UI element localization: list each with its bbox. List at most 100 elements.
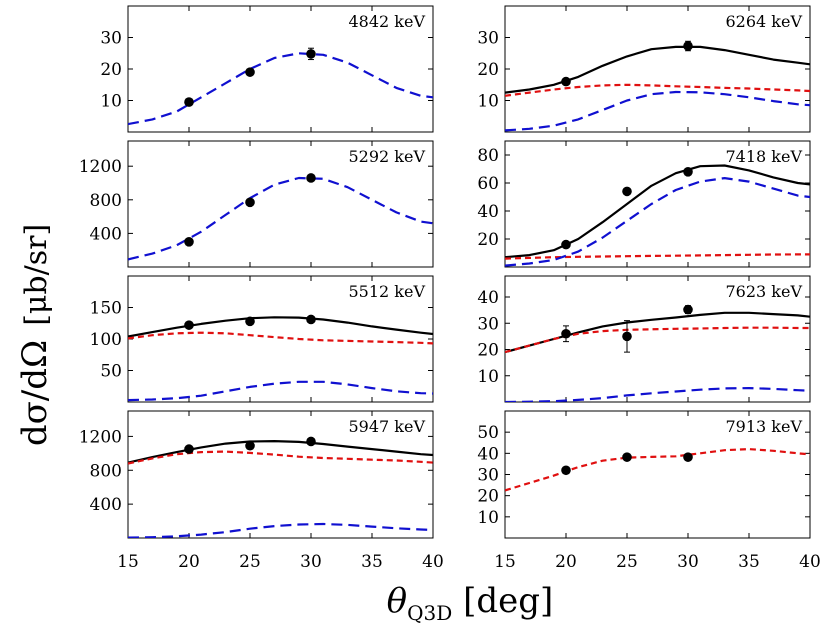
y-tick-label: 10 [100, 92, 122, 112]
series-line-blue [505, 177, 810, 267]
y-tick-label: 800 [90, 191, 122, 211]
y-tick-label: 20 [477, 487, 499, 507]
x-tick-label: 30 [677, 552, 699, 572]
x-tick-label: 40 [422, 552, 444, 572]
curves [505, 45, 810, 132]
y-tick-label: 50 [100, 362, 122, 382]
series-line-red [505, 448, 810, 492]
x-tick-label: 35 [361, 552, 383, 572]
panel-frame [127, 410, 434, 539]
series-line-red [505, 253, 810, 260]
curves [128, 176, 433, 261]
x-tick-labels-left: 15 20 25 30 35 40 [117, 552, 444, 572]
y-tick-label: 50 [477, 423, 499, 443]
data-point [306, 436, 316, 447]
curves [128, 316, 433, 402]
panel-energy-label: 5292 keV [348, 147, 425, 166]
curves [128, 440, 433, 538]
data-point [683, 41, 693, 51]
series-line-blue [128, 522, 433, 538]
panel-5947-kev: 400 800 1200 5947 keV [79, 410, 434, 539]
series-line-black [505, 311, 810, 354]
panel-7623-kev: 10 20 30 40 7623 keV [477, 275, 811, 403]
x-tick-label: 20 [555, 552, 577, 572]
data-point [683, 167, 693, 177]
data-point [245, 440, 255, 451]
series-line-black [128, 440, 433, 464]
x-tick-labels-right: 15 20 25 30 35 40 [494, 552, 821, 572]
y-tick-label: 150 [90, 299, 122, 319]
x-tick-label: 15 [494, 552, 516, 572]
panel-energy-label: 4842 keV [348, 12, 425, 31]
data-point [245, 316, 255, 327]
data-point [306, 173, 316, 183]
data-point [683, 452, 693, 462]
series-line-red [505, 83, 810, 97]
y-tick-label: 20 [477, 341, 499, 361]
y-tick-label: 30 [477, 466, 499, 486]
y-tick-label: 10 [477, 367, 499, 387]
curves [505, 448, 810, 492]
y-tick-label: 60 [477, 174, 499, 194]
data-point [245, 67, 255, 77]
y-tick-label: 800 [90, 461, 122, 481]
x-tick-label: 30 [300, 552, 322, 572]
y-tick-label: 40 [477, 288, 499, 308]
series-line-red [128, 450, 433, 465]
data-point [561, 239, 571, 250]
curves [128, 52, 433, 126]
y-tick-label: 80 [477, 146, 499, 166]
series-line-red [505, 326, 810, 354]
x-tick-label: 35 [738, 552, 760, 572]
y-tick-label: 400 [90, 224, 122, 244]
x-tick-label: 25 [239, 552, 261, 572]
series-line-black [505, 164, 810, 259]
series-line-blue [128, 52, 433, 126]
y-axis-label: dσ/dΩ[μb/sr] [15, 224, 55, 446]
panel-7418-kev: 20 40 60 80 7418 keV [477, 140, 811, 268]
panel-energy-label: 7418 keV [725, 147, 802, 166]
y-tick-label: 100 [90, 330, 122, 350]
panel-energy-label: 6264 keV [725, 12, 802, 31]
x-tick-label: 25 [616, 552, 638, 572]
y-tick-label: 30 [477, 314, 499, 334]
panel-6264-kev: 10 20 30 6264 keV [477, 5, 811, 133]
series-line-black [128, 316, 433, 338]
panel-frame [127, 140, 434, 268]
y-tick-label: 10 [477, 92, 499, 112]
panel-energy-label: 7623 keV [725, 282, 802, 301]
y-tick-label: 1200 [79, 157, 122, 177]
series-line-blue [505, 387, 810, 402]
panel-energy-label: 5512 keV [348, 282, 425, 301]
data-point [306, 314, 316, 325]
panel-5292-kev: 400 800 1200 5292 keV [79, 140, 434, 268]
series-line-black [505, 45, 810, 94]
y-tick-label: 20 [477, 60, 499, 80]
y-tick-label: 10 [477, 508, 499, 528]
y-tick-label: 20 [100, 60, 122, 80]
series-line-blue [128, 176, 433, 261]
series-line-blue [505, 90, 810, 132]
data-point [184, 320, 194, 330]
y-tick-label: 40 [477, 444, 499, 464]
data-point [622, 331, 632, 342]
x-axis-label: θQ3D [deg] [387, 581, 554, 625]
series-line-blue [128, 380, 433, 402]
data-point [245, 197, 255, 208]
data-point [561, 76, 571, 87]
y-tick-label: 20 [477, 230, 499, 250]
data-point [306, 49, 316, 59]
y-tick-label: 30 [100, 29, 122, 49]
panel-frame [504, 140, 811, 268]
panel-energy-label: 5947 keV [348, 417, 425, 436]
data-point [184, 444, 194, 454]
data-point [561, 465, 571, 476]
panel-5512-kev: 50 100 150 5512 keV [90, 275, 434, 403]
y-tick-label: 30 [477, 29, 499, 49]
curves [505, 164, 810, 267]
data-point [561, 328, 571, 339]
x-tick-label: 15 [117, 552, 139, 572]
y-tick-label: 40 [477, 202, 499, 222]
series-line-red [128, 331, 433, 345]
